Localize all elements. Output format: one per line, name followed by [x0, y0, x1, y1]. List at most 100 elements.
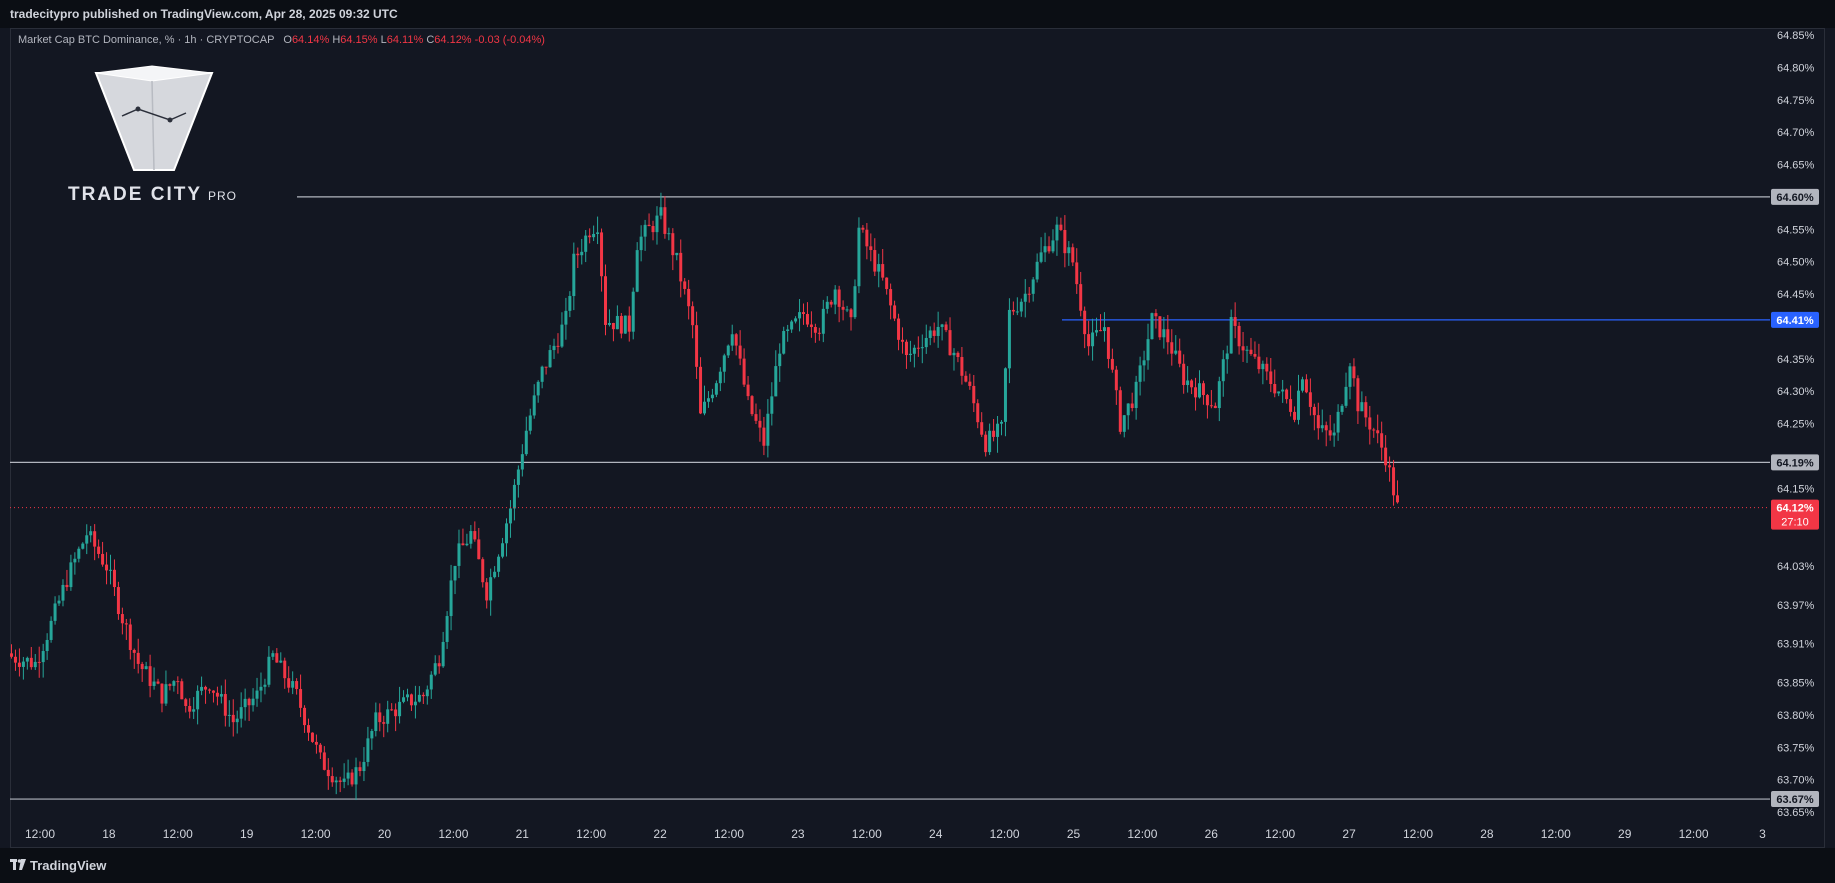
candle	[865, 223, 869, 260]
candle-body	[449, 580, 453, 617]
candle-body	[833, 289, 837, 305]
candle-body	[912, 347, 916, 354]
candle-body	[1281, 389, 1285, 392]
candle-body	[980, 422, 984, 435]
candle	[1300, 376, 1304, 393]
candle-body	[85, 535, 89, 544]
candle-body	[406, 694, 409, 698]
candle	[1360, 391, 1364, 412]
candle-body	[964, 375, 968, 382]
candle-body	[873, 250, 877, 272]
candle-body	[786, 329, 790, 332]
candle	[398, 686, 402, 724]
candle-body	[1146, 339, 1150, 361]
candle-body	[176, 681, 180, 683]
candle-body	[1166, 329, 1170, 343]
candle	[469, 525, 473, 549]
candle-body	[303, 707, 307, 726]
candle-body	[790, 321, 794, 330]
low-value: 64.11%	[386, 34, 424, 46]
candle-body	[382, 722, 386, 724]
candle	[1261, 360, 1265, 385]
candle	[275, 648, 279, 663]
candle	[992, 419, 996, 442]
candle	[877, 253, 881, 288]
candle-body	[156, 681, 160, 684]
candle	[485, 578, 489, 609]
candle-body	[865, 229, 869, 247]
candle	[643, 219, 647, 251]
candle-body	[572, 253, 576, 297]
candle-body	[97, 546, 101, 554]
candle-body	[805, 313, 809, 325]
candle	[231, 699, 235, 737]
candle	[964, 371, 968, 383]
candle-body	[1063, 229, 1067, 254]
candle-body	[1055, 224, 1059, 241]
candle-body	[742, 358, 746, 385]
candle-body	[398, 701, 402, 717]
candle-body	[738, 345, 742, 359]
candle-body	[77, 548, 81, 559]
x-tick-label: 27	[1342, 827, 1356, 841]
candle	[105, 552, 109, 585]
candle	[192, 697, 196, 719]
candle	[421, 692, 425, 704]
candle-body	[235, 718, 239, 723]
candle	[1178, 338, 1182, 368]
candle-body	[813, 327, 817, 333]
candle	[912, 344, 916, 368]
y-tick-label: 64.30%	[1777, 386, 1815, 398]
candle-body	[821, 308, 825, 334]
x-tick-label: 21	[516, 827, 530, 841]
candle-body	[390, 709, 394, 711]
candle-body	[750, 396, 754, 415]
candle	[215, 686, 219, 706]
candle	[156, 678, 160, 685]
candle-body	[552, 345, 556, 351]
candle-body	[374, 712, 378, 732]
candle	[144, 661, 148, 670]
candle-body	[1110, 358, 1114, 370]
candle-body	[53, 603, 57, 621]
candle	[1102, 312, 1106, 342]
candle-body	[164, 684, 168, 704]
candle	[223, 679, 227, 727]
candle-body	[1182, 363, 1186, 386]
candle-body	[81, 543, 85, 549]
candle-body	[1190, 380, 1194, 388]
candle	[326, 758, 330, 790]
candle-body	[263, 684, 267, 687]
candle-body	[952, 352, 956, 356]
candle-body	[1011, 309, 1015, 312]
candle-body	[675, 252, 679, 256]
candle-body	[120, 614, 124, 624]
candle	[920, 334, 924, 364]
price-chart[interactable]: 64.60% 64.41% 64.19% 63.67% 64.12% 27:10 64.…	[0, 0, 1835, 848]
level-label: 63.67%	[1776, 794, 1814, 806]
candle-body	[505, 523, 508, 544]
brand-suffix: PRO	[208, 189, 238, 203]
tradingview-logo[interactable]: TradingView	[10, 858, 106, 873]
candle-body	[802, 312, 805, 314]
candle-body	[659, 207, 663, 216]
chart-frame[interactable]	[10, 28, 1825, 848]
candle-body	[940, 324, 944, 327]
candle	[1110, 348, 1114, 373]
candle-body	[101, 553, 105, 565]
y-tick-label: 63.80%	[1777, 710, 1815, 722]
candle	[1011, 301, 1015, 316]
candle-body	[204, 686, 208, 690]
candle-body	[1293, 411, 1297, 420]
candle	[310, 732, 314, 743]
candle	[1055, 216, 1059, 256]
candle-body	[1269, 371, 1273, 385]
candle-body	[437, 663, 441, 667]
candle-body	[1059, 224, 1063, 230]
candle-body	[1376, 430, 1380, 434]
candle	[251, 688, 255, 712]
level-tag	[1771, 188, 1819, 205]
candle-body	[825, 301, 829, 309]
candle-body	[619, 315, 623, 334]
candle-body	[223, 694, 227, 716]
